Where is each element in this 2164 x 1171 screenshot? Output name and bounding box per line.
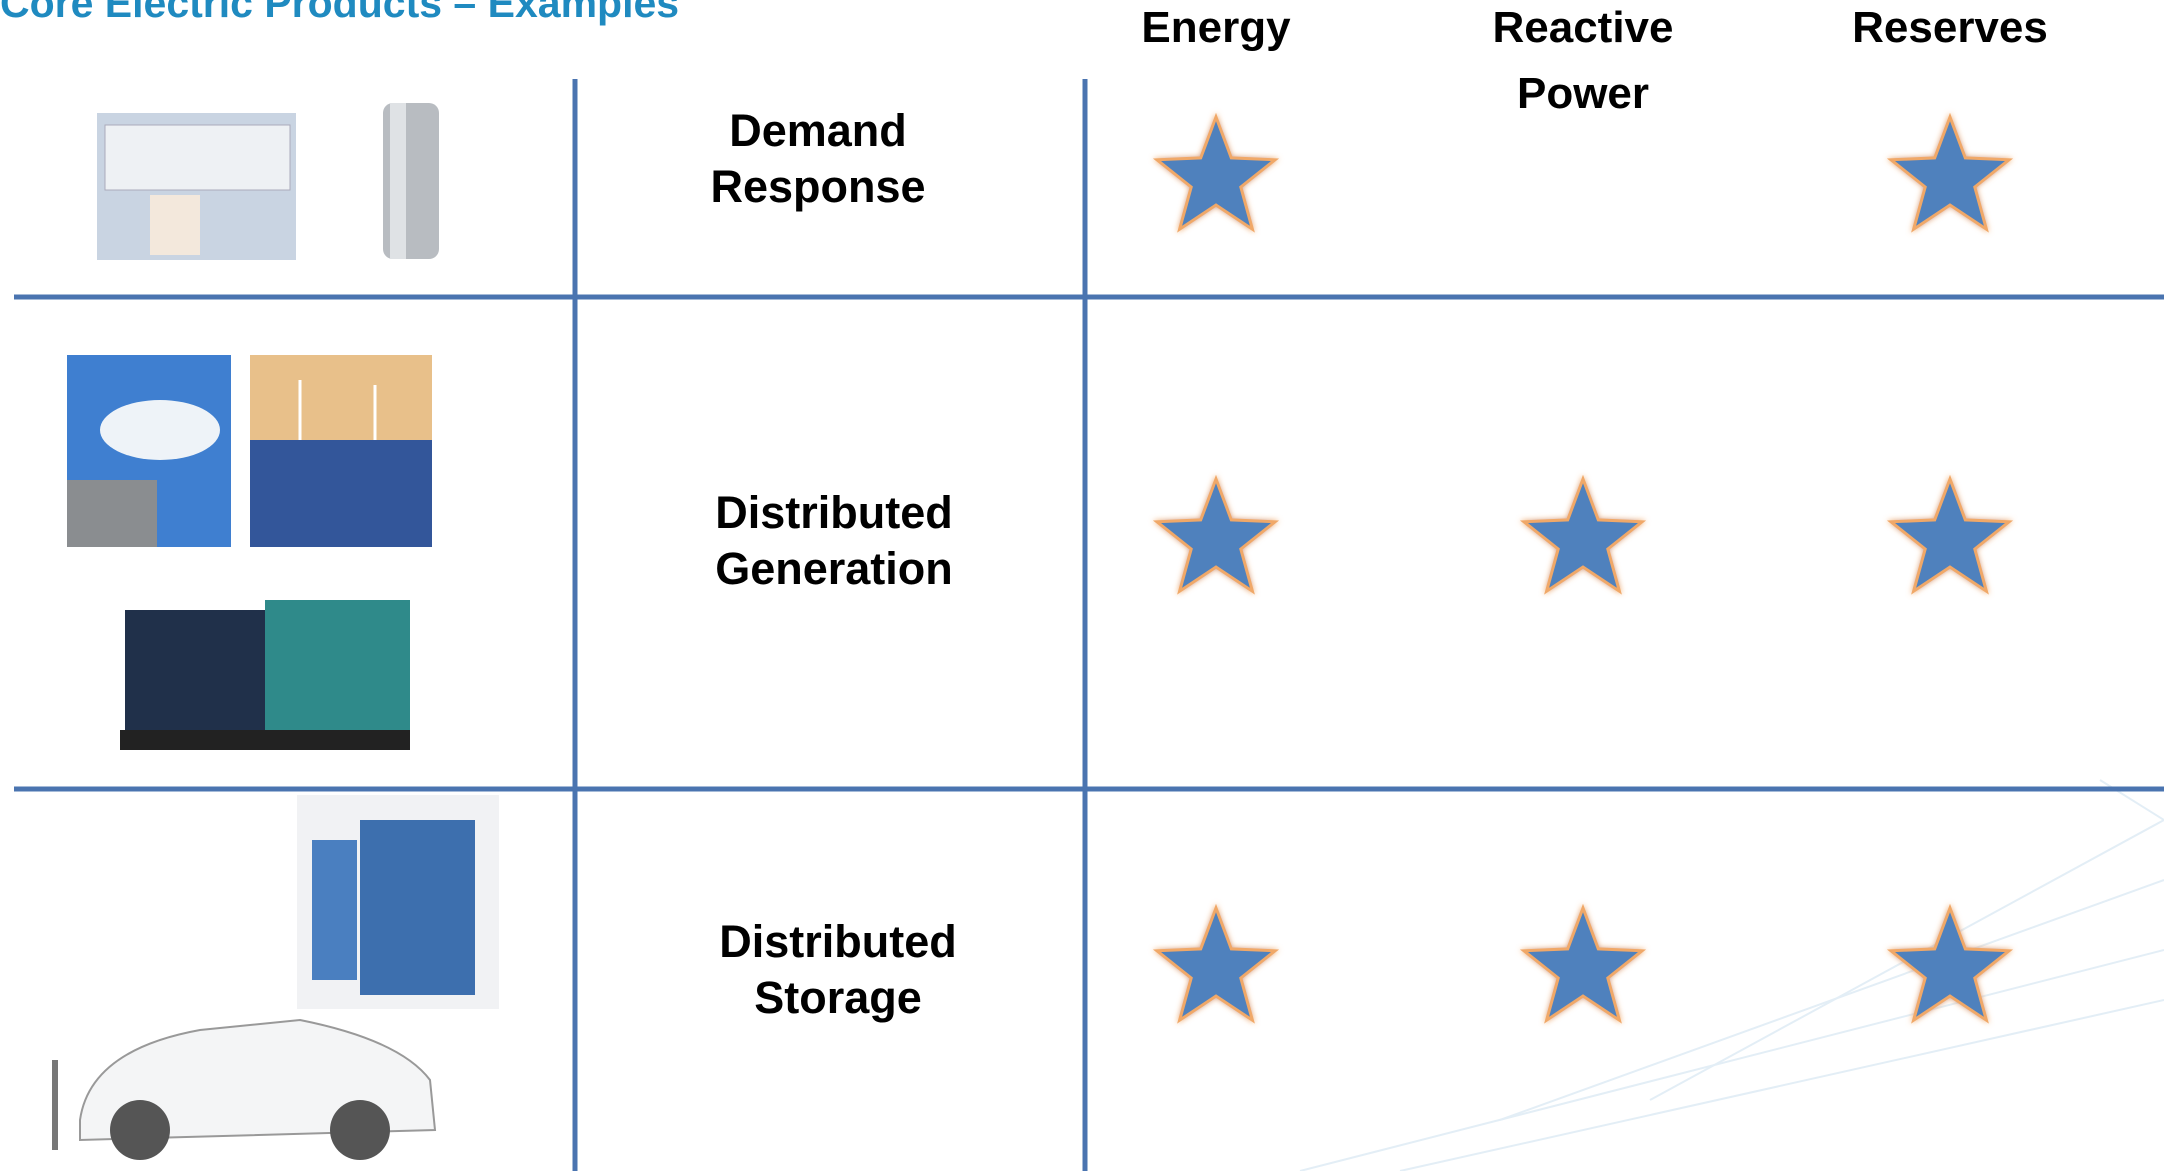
star [1891,908,2009,1020]
slide-title: Core Electric Products – Examples [0,0,679,27]
page: Core Electric Products – Examples Energy… [0,0,2164,1171]
column-header: Reserves [1830,0,2070,61]
storage-cabinet-image [297,795,499,1009]
star [1891,479,2009,591]
electric-car-image [55,1020,435,1160]
star [1157,479,1275,591]
ac-unit-image [97,113,296,260]
slide [0,0,2164,1171]
background-pattern [1300,780,2164,1171]
column-header: Reactive Power [1463,0,1703,127]
stars [1157,117,2009,1020]
water-heater-image [383,103,439,259]
wind-solar-image [250,355,432,547]
star [1891,117,2009,229]
star [1524,479,1642,591]
star [1157,908,1275,1020]
generator-image [120,600,410,750]
row-label: Demand Response [653,103,983,215]
star [1524,908,1642,1020]
star [1157,117,1275,229]
column-header: Energy [1096,0,1336,61]
solar-image [67,355,231,547]
row-label: Distributed Generation [669,485,999,597]
row-label: Distributed Storage [673,914,1003,1026]
